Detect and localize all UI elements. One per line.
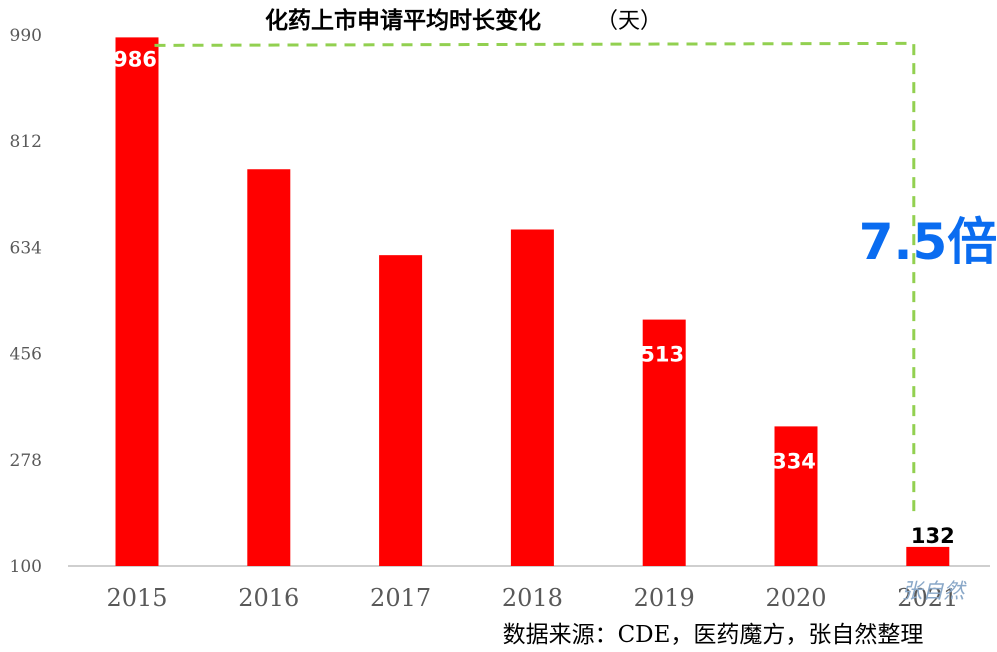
bar-2021: [906, 546, 950, 566]
x-tick-label: 2015: [106, 584, 167, 612]
source-note: 数据来源：CDE，医药魔方，张自然整理: [503, 622, 924, 648]
data-labels: 986 513 334 132: [113, 47, 955, 548]
bar-2017: [379, 255, 423, 566]
x-axis: 2015 2016 2017 2018 2019 2020 2021: [106, 584, 958, 612]
comparison-bracket: [154, 41, 916, 515]
x-tick-label: 2019: [634, 584, 695, 612]
y-tick-label: 634: [10, 238, 42, 258]
y-tick-label: 812: [10, 132, 42, 152]
y-tick-label: 990: [10, 26, 42, 46]
y-axis: 100 278 456 634 812 990: [10, 26, 42, 577]
data-label-2015: 986: [113, 47, 157, 71]
bar-2018: [510, 229, 554, 566]
data-label-2020: 334: [772, 449, 816, 473]
bar-2020: [774, 426, 818, 566]
bar-2015: [115, 37, 159, 566]
y-tick-label: 456: [10, 345, 42, 365]
x-tick-label: 2020: [765, 584, 826, 612]
y-tick-label: 100: [10, 557, 42, 577]
x-tick-label: 2017: [370, 584, 431, 612]
chart-title-unit: （天）: [596, 9, 662, 34]
y-tick-label: 278: [10, 451, 42, 471]
bar-2016: [247, 169, 291, 566]
data-label-2021: 132: [911, 524, 955, 548]
data-label-2019: 513: [640, 343, 684, 367]
bar-2019: [642, 319, 686, 566]
x-tick-label: 2021: [897, 584, 958, 612]
author-watermark: 张自然: [902, 579, 968, 603]
multiple-annotation: 7.5倍: [859, 213, 997, 271]
x-tick-label: 2016: [238, 584, 299, 612]
bar-series: [115, 37, 950, 566]
chart-title: 化药上市申请平均时长变化: [265, 7, 541, 34]
x-tick-label: 2018: [502, 584, 563, 612]
